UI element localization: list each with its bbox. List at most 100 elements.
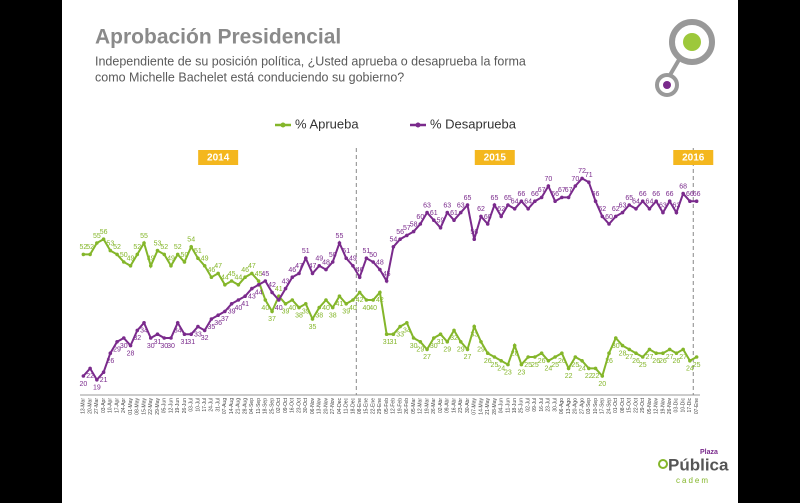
footer-logo: Plaza Pública cadem <box>658 449 729 485</box>
point <box>613 336 618 340</box>
x-tick-label: 27-Nov <box>330 398 336 415</box>
point <box>270 290 274 295</box>
x-tick-label: 18-Jun <box>512 398 518 414</box>
value-label: 20 <box>79 381 87 388</box>
value-label: 27 <box>464 354 472 361</box>
point <box>122 336 126 340</box>
value-label: 72 <box>578 168 586 175</box>
value-label: 23 <box>518 369 526 376</box>
point <box>688 359 692 363</box>
value-label: 50 <box>369 252 377 259</box>
value-label: 26 <box>652 358 660 365</box>
point <box>196 256 200 261</box>
value-label: 32 <box>450 335 458 342</box>
value-label: 52 <box>86 244 94 251</box>
year-box <box>673 150 714 165</box>
legend-marker <box>415 122 421 128</box>
value-label: 66 <box>531 191 539 198</box>
point <box>539 195 544 200</box>
point <box>243 294 247 299</box>
x-tick-label: 26-Jun <box>182 398 188 414</box>
point <box>492 355 497 359</box>
value-label: 63 <box>423 202 431 209</box>
point <box>688 199 692 203</box>
point <box>297 271 301 276</box>
value-label: 45 <box>383 271 391 278</box>
point <box>128 264 133 268</box>
point <box>472 324 477 329</box>
value-label: 40 <box>261 305 269 312</box>
point <box>418 222 423 226</box>
x-tick-label: 07-Ene <box>694 398 700 414</box>
x-tick-label: 30-Jul <box>552 398 558 412</box>
value-label: 33 <box>396 331 404 338</box>
point <box>351 298 355 302</box>
point <box>694 199 699 203</box>
value-label: 54 <box>389 237 397 244</box>
value-label: 37 <box>268 316 276 323</box>
x-tick-label: 14-Aug <box>229 398 235 414</box>
x-tick-label: 30-Oct <box>303 397 309 413</box>
point <box>310 271 315 276</box>
point <box>546 359 551 363</box>
point <box>297 305 301 310</box>
point <box>458 210 463 215</box>
value-label: 42 <box>268 282 276 289</box>
value-label: 26 <box>106 358 114 365</box>
point <box>526 207 530 211</box>
value-label: 29 <box>416 347 424 354</box>
value-label: 60 <box>484 214 492 221</box>
x-tick-label: 05-Mar <box>411 398 417 414</box>
point <box>607 222 611 226</box>
value-label: 30 <box>167 343 175 350</box>
value-label: 42 <box>376 297 384 304</box>
point <box>472 237 477 241</box>
point <box>499 359 503 363</box>
x-tick-label: 04-Sep <box>249 398 255 414</box>
point <box>148 336 153 340</box>
value-label: 39 <box>282 309 290 316</box>
x-tick-label: 22-May <box>148 398 154 415</box>
value-label: 28 <box>511 350 519 357</box>
point <box>694 355 699 359</box>
value-label: 62 <box>612 206 620 213</box>
point <box>674 351 679 356</box>
value-label: 71 <box>585 172 593 179</box>
point <box>175 252 180 257</box>
value-label: 68 <box>679 183 687 190</box>
x-tick-label: 31-Jul <box>215 398 221 412</box>
point <box>384 332 389 337</box>
point <box>411 336 416 340</box>
x-tick-label: 10-Apr <box>108 398 114 413</box>
point <box>101 237 106 241</box>
point <box>364 256 369 261</box>
point <box>324 298 328 302</box>
point <box>398 237 402 241</box>
x-tick-label: 17-Sep <box>600 398 606 414</box>
point <box>587 366 591 371</box>
point <box>411 229 416 234</box>
point <box>620 210 625 215</box>
value-label: 34 <box>403 328 411 335</box>
value-label: 70 <box>571 176 579 183</box>
point <box>506 362 510 367</box>
value-label: 52 <box>160 244 168 251</box>
subtitle-line: Independiente de su posición política, ¿… <box>95 54 526 68</box>
x-tick-label: 10-Jul <box>195 398 201 412</box>
slide-background <box>62 0 738 503</box>
value-label: 27 <box>646 354 654 361</box>
point <box>553 355 557 359</box>
point <box>539 351 544 356</box>
value-label: 70 <box>544 176 552 183</box>
x-tick-label: 23-Abr <box>458 398 464 413</box>
value-label: 58 <box>410 221 418 228</box>
value-label: 53 <box>106 240 114 247</box>
value-label: 31 <box>383 339 391 346</box>
x-tick-label: 25-Jun <box>519 398 525 414</box>
value-label: 42 <box>356 297 364 304</box>
value-label: 55 <box>140 233 148 240</box>
value-label: 63 <box>619 202 627 209</box>
point <box>337 241 342 245</box>
value-label: 46 <box>241 267 249 274</box>
